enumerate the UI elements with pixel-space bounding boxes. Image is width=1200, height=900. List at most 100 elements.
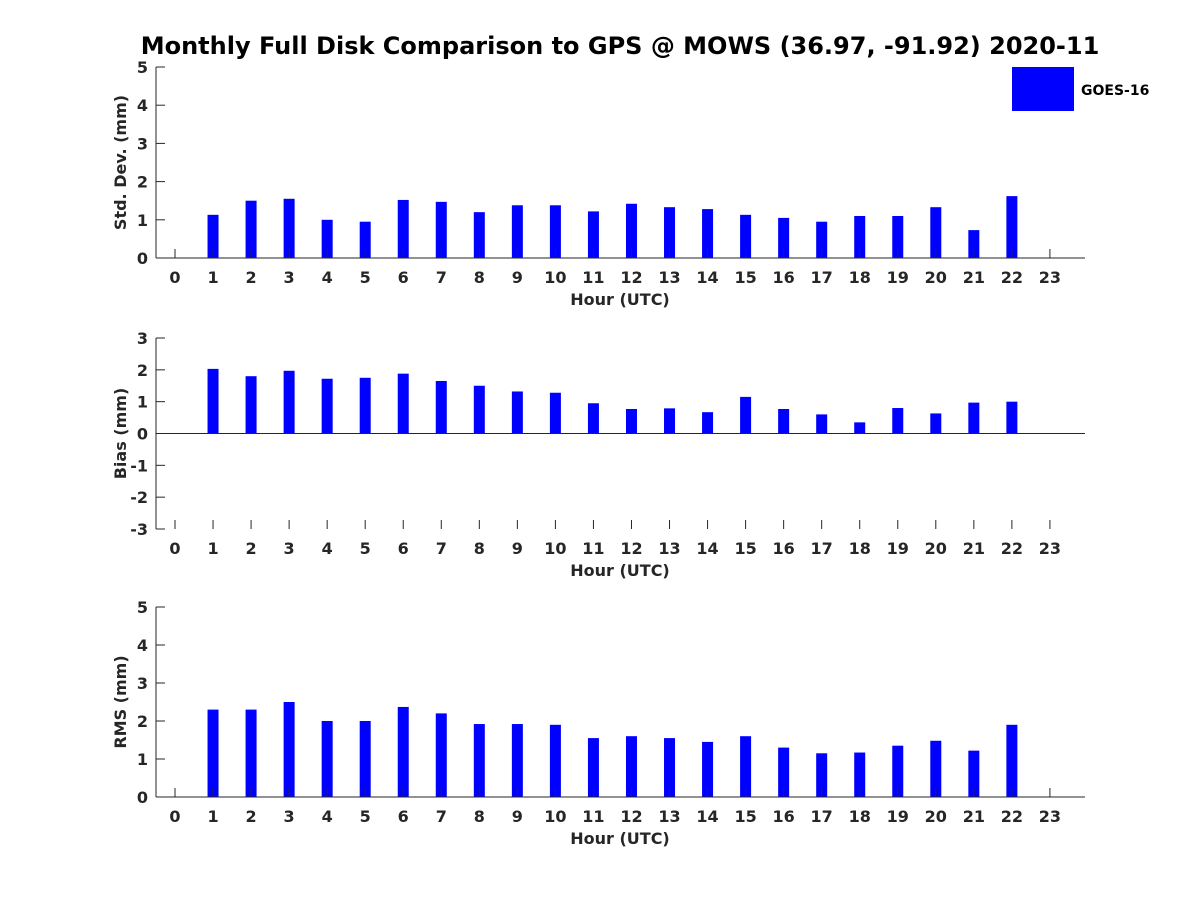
x-tick-label: 0 bbox=[169, 268, 180, 287]
legend-swatch bbox=[1012, 67, 1074, 111]
x-tick-label: 3 bbox=[284, 268, 295, 287]
x-tick-label: 3 bbox=[284, 807, 295, 826]
bar-hour-15 bbox=[740, 736, 752, 797]
bar-hour-5 bbox=[359, 377, 371, 434]
x-tick-label: 19 bbox=[887, 539, 909, 558]
x-tick-label: 23 bbox=[1039, 539, 1061, 558]
x-axis-label: Hour (UTC) bbox=[570, 290, 670, 309]
y-tick-label: 2 bbox=[137, 361, 148, 380]
y-tick-label: 0 bbox=[137, 425, 148, 444]
bar-hour-7 bbox=[435, 380, 447, 434]
x-tick-label: 7 bbox=[436, 807, 447, 826]
y-tick-label: 2 bbox=[137, 712, 148, 731]
x-tick-label: 11 bbox=[582, 539, 604, 558]
x-tick-label: 0 bbox=[169, 807, 180, 826]
bar-hour-17 bbox=[816, 753, 828, 797]
bar-hour-1 bbox=[207, 368, 219, 434]
bar-hour-3 bbox=[283, 370, 295, 434]
x-axis-label: Hour (UTC) bbox=[570, 829, 670, 848]
x-tick-label: 22 bbox=[1001, 268, 1023, 287]
bar-hour-16 bbox=[778, 408, 790, 434]
x-tick-label: 11 bbox=[582, 268, 604, 287]
bar-hour-13 bbox=[664, 738, 676, 797]
x-tick-label: 4 bbox=[322, 539, 333, 558]
x-tick-label: 18 bbox=[849, 268, 871, 287]
bar-hour-17 bbox=[816, 414, 828, 434]
bar-hour-7 bbox=[435, 201, 447, 258]
bar-hour-8 bbox=[473, 385, 485, 434]
bar-hour-4 bbox=[321, 721, 333, 797]
x-tick-label: 13 bbox=[658, 807, 680, 826]
x-tick-label: 14 bbox=[696, 539, 718, 558]
bar-hour-9 bbox=[511, 724, 523, 797]
bar-hour-14 bbox=[702, 209, 714, 258]
bar-hour-8 bbox=[473, 724, 485, 797]
x-tick-label: 14 bbox=[696, 268, 718, 287]
chart-title: Monthly Full Disk Comparison to GPS @ MO… bbox=[141, 32, 1100, 60]
bar-hour-21 bbox=[968, 750, 980, 797]
x-tick-label: 17 bbox=[811, 268, 833, 287]
y-axis-label: RMS (mm) bbox=[111, 655, 130, 748]
bar-hour-13 bbox=[664, 408, 676, 434]
y-tick-label: 3 bbox=[137, 674, 148, 693]
x-tick-label: 22 bbox=[1001, 807, 1023, 826]
y-tick-label: -3 bbox=[130, 520, 148, 539]
x-tick-label: 1 bbox=[207, 539, 218, 558]
x-axis-label: Hour (UTC) bbox=[570, 561, 670, 580]
bar-hour-14 bbox=[702, 412, 714, 434]
x-tick-label: 16 bbox=[773, 807, 795, 826]
x-tick-label: 12 bbox=[620, 539, 642, 558]
x-tick-label: 14 bbox=[696, 807, 718, 826]
x-tick-label: 15 bbox=[734, 807, 756, 826]
bar-hour-22 bbox=[1006, 401, 1018, 434]
bar-hour-18 bbox=[854, 752, 866, 797]
y-tick-label: 1 bbox=[137, 211, 148, 230]
y-tick-label: 4 bbox=[137, 636, 148, 655]
bar-hour-6 bbox=[397, 373, 409, 434]
x-tick-label: 6 bbox=[398, 807, 409, 826]
bar-hour-10 bbox=[549, 392, 561, 434]
bar-hour-6 bbox=[397, 199, 409, 258]
bar-hour-14 bbox=[702, 741, 714, 797]
bar-hour-21 bbox=[968, 230, 980, 258]
bar-hour-1 bbox=[207, 709, 219, 797]
x-tick-label: 15 bbox=[734, 539, 756, 558]
x-tick-label: 11 bbox=[582, 807, 604, 826]
x-tick-label: 17 bbox=[811, 539, 833, 558]
y-tick-label: 0 bbox=[137, 249, 148, 268]
x-tick-label: 2 bbox=[246, 539, 257, 558]
bar-hour-19 bbox=[892, 745, 904, 797]
x-tick-label: 18 bbox=[849, 539, 871, 558]
x-tick-label: 18 bbox=[849, 807, 871, 826]
bar-hour-17 bbox=[816, 221, 828, 258]
bar-hour-10 bbox=[549, 724, 561, 797]
x-tick-label: 16 bbox=[773, 268, 795, 287]
y-tick-label: 0 bbox=[137, 788, 148, 807]
x-tick-label: 13 bbox=[658, 268, 680, 287]
y-tick-label: 3 bbox=[137, 329, 148, 348]
bar-hour-2 bbox=[245, 709, 257, 797]
bar-hour-12 bbox=[625, 736, 637, 797]
x-tick-label: 1 bbox=[207, 807, 218, 826]
y-axis-label: Std. Dev. (mm) bbox=[111, 95, 130, 230]
bar-hour-7 bbox=[435, 713, 447, 797]
bar-hour-20 bbox=[930, 413, 942, 434]
bar-hour-21 bbox=[968, 402, 980, 434]
y-tick-label: 5 bbox=[137, 58, 148, 77]
legend-label: GOES-16 bbox=[1081, 83, 1149, 99]
bar-hour-22 bbox=[1006, 196, 1018, 258]
bar-hour-2 bbox=[245, 376, 257, 434]
y-tick-label: 2 bbox=[137, 173, 148, 192]
y-tick-label: -1 bbox=[130, 456, 148, 475]
x-tick-label: 20 bbox=[925, 268, 947, 287]
x-tick-label: 0 bbox=[169, 539, 180, 558]
x-tick-label: 21 bbox=[963, 807, 985, 826]
x-tick-label: 12 bbox=[620, 807, 642, 826]
x-tick-label: 8 bbox=[474, 539, 485, 558]
x-tick-label: 5 bbox=[360, 268, 371, 287]
x-tick-label: 3 bbox=[284, 539, 295, 558]
x-tick-label: 22 bbox=[1001, 539, 1023, 558]
